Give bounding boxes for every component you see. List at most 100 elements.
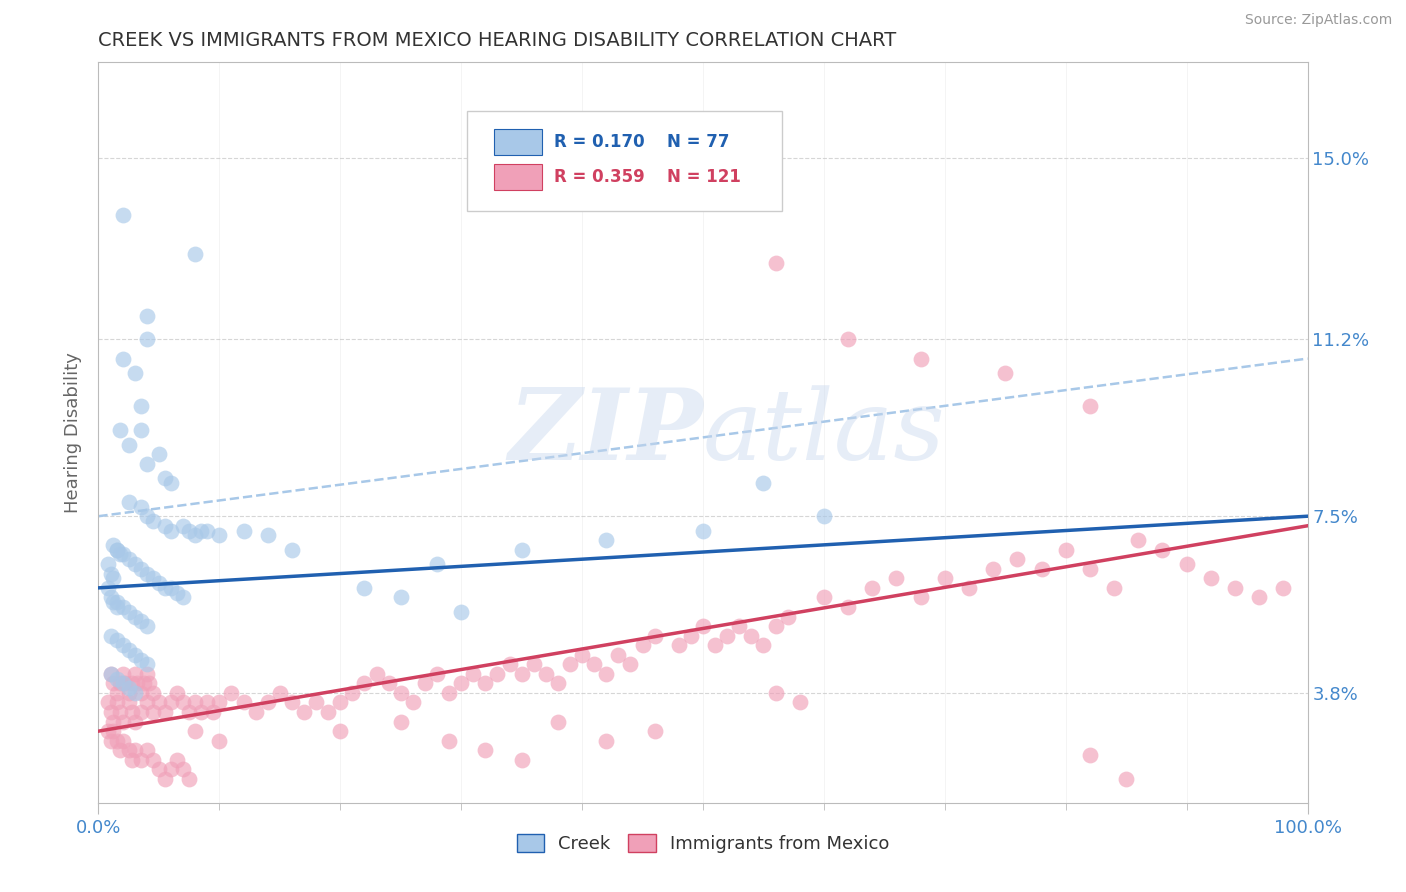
Point — [118, 686, 141, 700]
Point — [118, 643, 141, 657]
Point — [426, 557, 449, 571]
Point — [583, 657, 606, 672]
Point — [292, 705, 315, 719]
Point — [1128, 533, 1150, 547]
Point — [179, 524, 201, 538]
Point — [135, 333, 157, 347]
Point — [124, 666, 146, 681]
Text: R = 0.170: R = 0.170 — [554, 134, 645, 152]
Point — [100, 666, 122, 681]
Point — [437, 733, 460, 747]
Point — [994, 366, 1017, 380]
Point — [704, 638, 727, 652]
Point — [166, 753, 188, 767]
Point — [426, 666, 449, 681]
Point — [142, 753, 165, 767]
Point — [100, 705, 122, 719]
Point — [329, 724, 352, 739]
Point — [118, 437, 141, 451]
Point — [619, 657, 641, 672]
Point — [558, 657, 581, 672]
Point — [129, 652, 152, 666]
Text: CREEK VS IMMIGRANTS FROM MEXICO HEARING DISABILITY CORRELATION CHART: CREEK VS IMMIGRANTS FROM MEXICO HEARING … — [98, 30, 897, 50]
Point — [105, 696, 128, 710]
Point — [111, 599, 134, 614]
Point — [179, 705, 201, 719]
Point — [135, 566, 157, 581]
Point — [153, 518, 176, 533]
Point — [160, 524, 183, 538]
Point — [97, 696, 120, 710]
Point — [135, 666, 157, 681]
Point — [644, 724, 666, 739]
Point — [160, 696, 183, 710]
Point — [118, 605, 141, 619]
Point — [108, 423, 131, 437]
Point — [789, 696, 811, 710]
Point — [474, 743, 496, 757]
Point — [510, 542, 533, 557]
Point — [105, 599, 128, 614]
Point — [765, 686, 787, 700]
Point — [172, 696, 194, 710]
Bar — [494, 164, 543, 190]
Point — [765, 256, 787, 270]
Point — [269, 686, 291, 700]
Point — [108, 705, 131, 719]
Point — [129, 562, 152, 576]
Point — [256, 528, 278, 542]
Point — [571, 648, 593, 662]
Point — [184, 246, 207, 260]
Point — [124, 743, 146, 757]
Point — [776, 609, 799, 624]
Point — [97, 724, 120, 739]
Point — [111, 208, 134, 222]
Point — [124, 366, 146, 380]
Point — [111, 638, 134, 652]
Point — [101, 595, 124, 609]
Point — [135, 743, 157, 757]
Point — [366, 666, 388, 681]
Point — [148, 576, 170, 591]
Point — [450, 605, 472, 619]
Point — [1272, 581, 1295, 595]
Point — [389, 714, 412, 729]
Point — [316, 705, 339, 719]
Point — [837, 599, 859, 614]
Point — [129, 753, 152, 767]
Y-axis label: Hearing Disability: Hearing Disability — [65, 352, 83, 513]
Point — [389, 686, 412, 700]
Point — [153, 581, 176, 595]
Point — [134, 676, 156, 690]
Point — [172, 763, 194, 777]
Point — [886, 571, 908, 585]
Point — [100, 566, 122, 581]
Point — [190, 524, 212, 538]
Point — [221, 686, 243, 700]
Point — [121, 676, 143, 690]
Point — [644, 629, 666, 643]
Point — [118, 696, 141, 710]
Point — [981, 562, 1004, 576]
Point — [679, 629, 702, 643]
Point — [692, 161, 714, 175]
Point — [342, 686, 364, 700]
Point — [353, 676, 375, 690]
Point — [245, 705, 267, 719]
Point — [208, 733, 231, 747]
Point — [547, 676, 569, 690]
Point — [208, 696, 231, 710]
Point — [437, 686, 460, 700]
Point — [118, 495, 141, 509]
Text: N = 121: N = 121 — [666, 169, 741, 186]
Point — [148, 763, 170, 777]
Point — [111, 351, 134, 366]
Point — [1223, 581, 1246, 595]
Point — [1152, 542, 1174, 557]
Point — [108, 548, 131, 562]
Point — [100, 666, 122, 681]
Point — [510, 666, 533, 681]
Text: ZIP: ZIP — [508, 384, 703, 481]
Point — [1102, 581, 1125, 595]
Point — [1078, 747, 1101, 762]
